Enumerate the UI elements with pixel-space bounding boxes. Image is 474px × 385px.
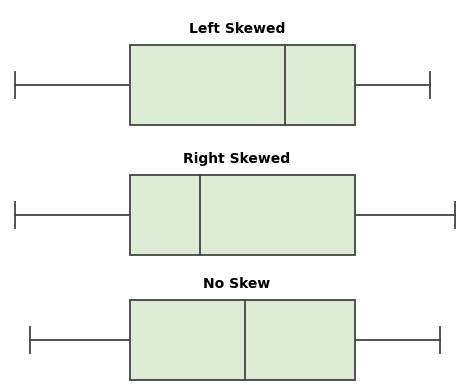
Bar xyxy=(130,45,355,125)
Text: No Skew: No Skew xyxy=(203,277,271,291)
Bar xyxy=(130,300,355,380)
Text: Left Skewed: Left Skewed xyxy=(189,22,285,36)
Text: Right Skewed: Right Skewed xyxy=(183,152,291,166)
Bar xyxy=(130,175,355,255)
